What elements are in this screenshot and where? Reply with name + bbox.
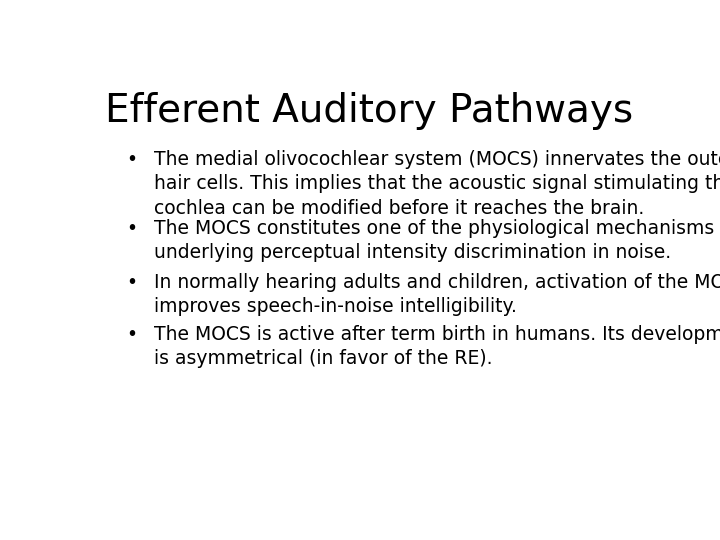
Text: The medial olivocochlear system (MOCS) innervates the outer
hair cells. This imp: The medial olivocochlear system (MOCS) i…: [154, 150, 720, 218]
Text: •: •: [126, 325, 138, 343]
Text: The MOCS is active after term birth in humans. Its development
is asymmetrical (: The MOCS is active after term birth in h…: [154, 325, 720, 368]
Text: In normally hearing adults and children, activation of the MOCS
improves speech-: In normally hearing adults and children,…: [154, 273, 720, 316]
Text: •: •: [126, 273, 138, 292]
Text: The MOCS constitutes one of the physiological mechanisms
underlying perceptual i: The MOCS constitutes one of the physiolo…: [154, 219, 714, 262]
Text: •: •: [126, 150, 138, 169]
Text: •: •: [126, 219, 138, 238]
Text: Efferent Auditory Pathways: Efferent Auditory Pathways: [105, 92, 633, 130]
